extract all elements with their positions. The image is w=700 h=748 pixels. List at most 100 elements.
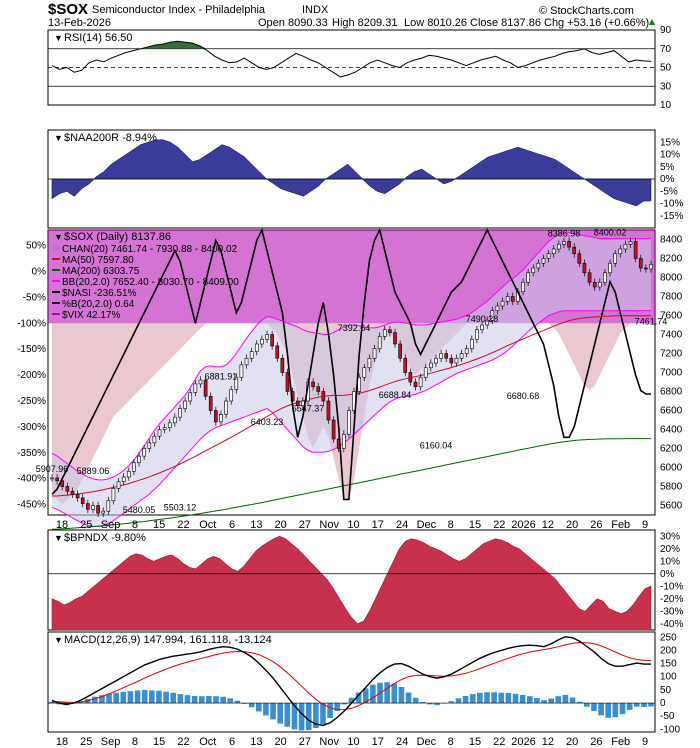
macd-x-tick: 25 [80,736,92,748]
pct-y-tick: -400% [17,474,46,485]
macd-marker-icon: ▼ [54,635,63,645]
rsi-y-tick: 50 [660,63,672,74]
macd-histogram-bar [327,703,333,719]
macd-histogram-bar [541,700,547,704]
price-y-tick: 7800 [660,292,683,303]
macd-histogram-bar [648,703,654,707]
macd-x-tick: 10 [347,736,359,748]
candle [562,241,566,245]
sox-x-tick: 25 [80,519,92,531]
macd-histogram-bar [448,701,455,704]
macd-x-tick: 18 [56,736,68,748]
macd-histogram-bar [198,696,205,704]
naa200r-y-tick: -10% [660,199,683,210]
price-annotation: 8386.98 [548,229,581,239]
macd-histogram-bar [220,696,226,704]
candle [567,241,571,248]
macd-histogram-bar [576,701,583,704]
macd-x-tick: 9 [642,736,648,748]
sox-x-tick: 15 [469,519,481,531]
macd-title: MACD(12,26,9) 147.994, 161.118, -13.124 [64,634,272,646]
bpndx-area [51,535,652,631]
naa200r-y-tick: -15% [660,211,683,222]
macd-x-tick: 2026 [511,736,535,748]
candle [572,246,577,255]
candle [510,296,515,302]
sox-x-tick: 8 [448,519,454,531]
sox-title: $SOX (Daily) 8137.86 [64,231,171,243]
candle [111,488,116,502]
candle [86,503,90,510]
macd-signal-line [52,641,652,711]
price-y-tick: 7600 [660,311,683,322]
price-annotation: 7392.64 [338,323,371,333]
candle [444,353,449,359]
naa200r-y-tick: -5% [660,186,678,197]
macd-histogram-bar [355,692,362,704]
candle [137,455,141,464]
macd-histogram-bar [320,703,326,725]
macd-histogram-bar [348,697,355,704]
macd-histogram-bar [526,696,533,704]
candle [546,253,551,259]
candle [638,258,643,269]
price-y-tick: 6200 [660,444,683,455]
macd-histogram-bar [313,703,319,729]
sox-x-tick: 15 [153,519,165,531]
bpndx-y-tick: -30% [660,606,683,617]
candle [152,435,157,444]
macd-histogram-bar [370,684,376,704]
macd-histogram-bar [113,692,119,704]
price-annotation: 7461.74 [635,317,668,327]
macd-x-tick: 24 [396,736,408,748]
sox-x-tick: Dec [417,519,437,531]
candle [75,493,80,499]
watermark: © StockCharts.com [539,5,634,17]
macd-panel [47,631,656,733]
macd-histogram-bar [434,703,440,706]
candle [121,476,126,483]
macd-histogram-bar [234,700,241,704]
sox-x-tick: 6 [229,519,235,531]
macd-histogram-bar [334,703,341,711]
sox-marker-icon: ▼ [54,232,63,242]
macd-histogram-bar [227,698,234,704]
legend-entry: MA(50) 7597.80 [62,255,134,266]
candle [132,462,136,472]
candle [531,267,536,274]
macd-y-tick: -50 [660,711,675,722]
pct-y-tick: 50% [26,241,46,252]
macd-histogram-bar [277,703,284,724]
rsi-y-tick: 30 [660,81,672,92]
macd-histogram-bar [341,703,348,705]
price-annotation: 6688.84 [379,390,412,400]
candle [214,410,218,423]
candle [347,410,351,435]
candle [388,329,392,333]
macd-histogram-bar [412,697,419,704]
macd-y-tick: 50 [660,685,672,696]
up-arrow-icon [649,19,655,25]
candle [521,281,525,293]
macd-histogram-bar [605,703,612,718]
candle [285,372,290,392]
candle [270,334,274,347]
candle [106,500,111,512]
candle [321,391,326,402]
macd-histogram-bar [391,683,398,704]
macd-histogram-bar [641,703,647,707]
candle [224,400,228,415]
rsi-marker-icon: ▼ [54,33,63,43]
price-annotation: 5907.96 [36,464,69,474]
candle [649,264,653,270]
candle [434,357,438,364]
sox-x-tick: 22 [493,519,505,531]
pct-y-tick: -50% [23,292,46,303]
price-y-tick: 6600 [660,406,683,417]
macd-y-tick: 200 [660,645,677,656]
candle [592,281,597,288]
candle [316,386,321,392]
sox-x-tick: Nov [319,519,339,531]
candle [280,357,285,373]
candle [65,486,70,492]
